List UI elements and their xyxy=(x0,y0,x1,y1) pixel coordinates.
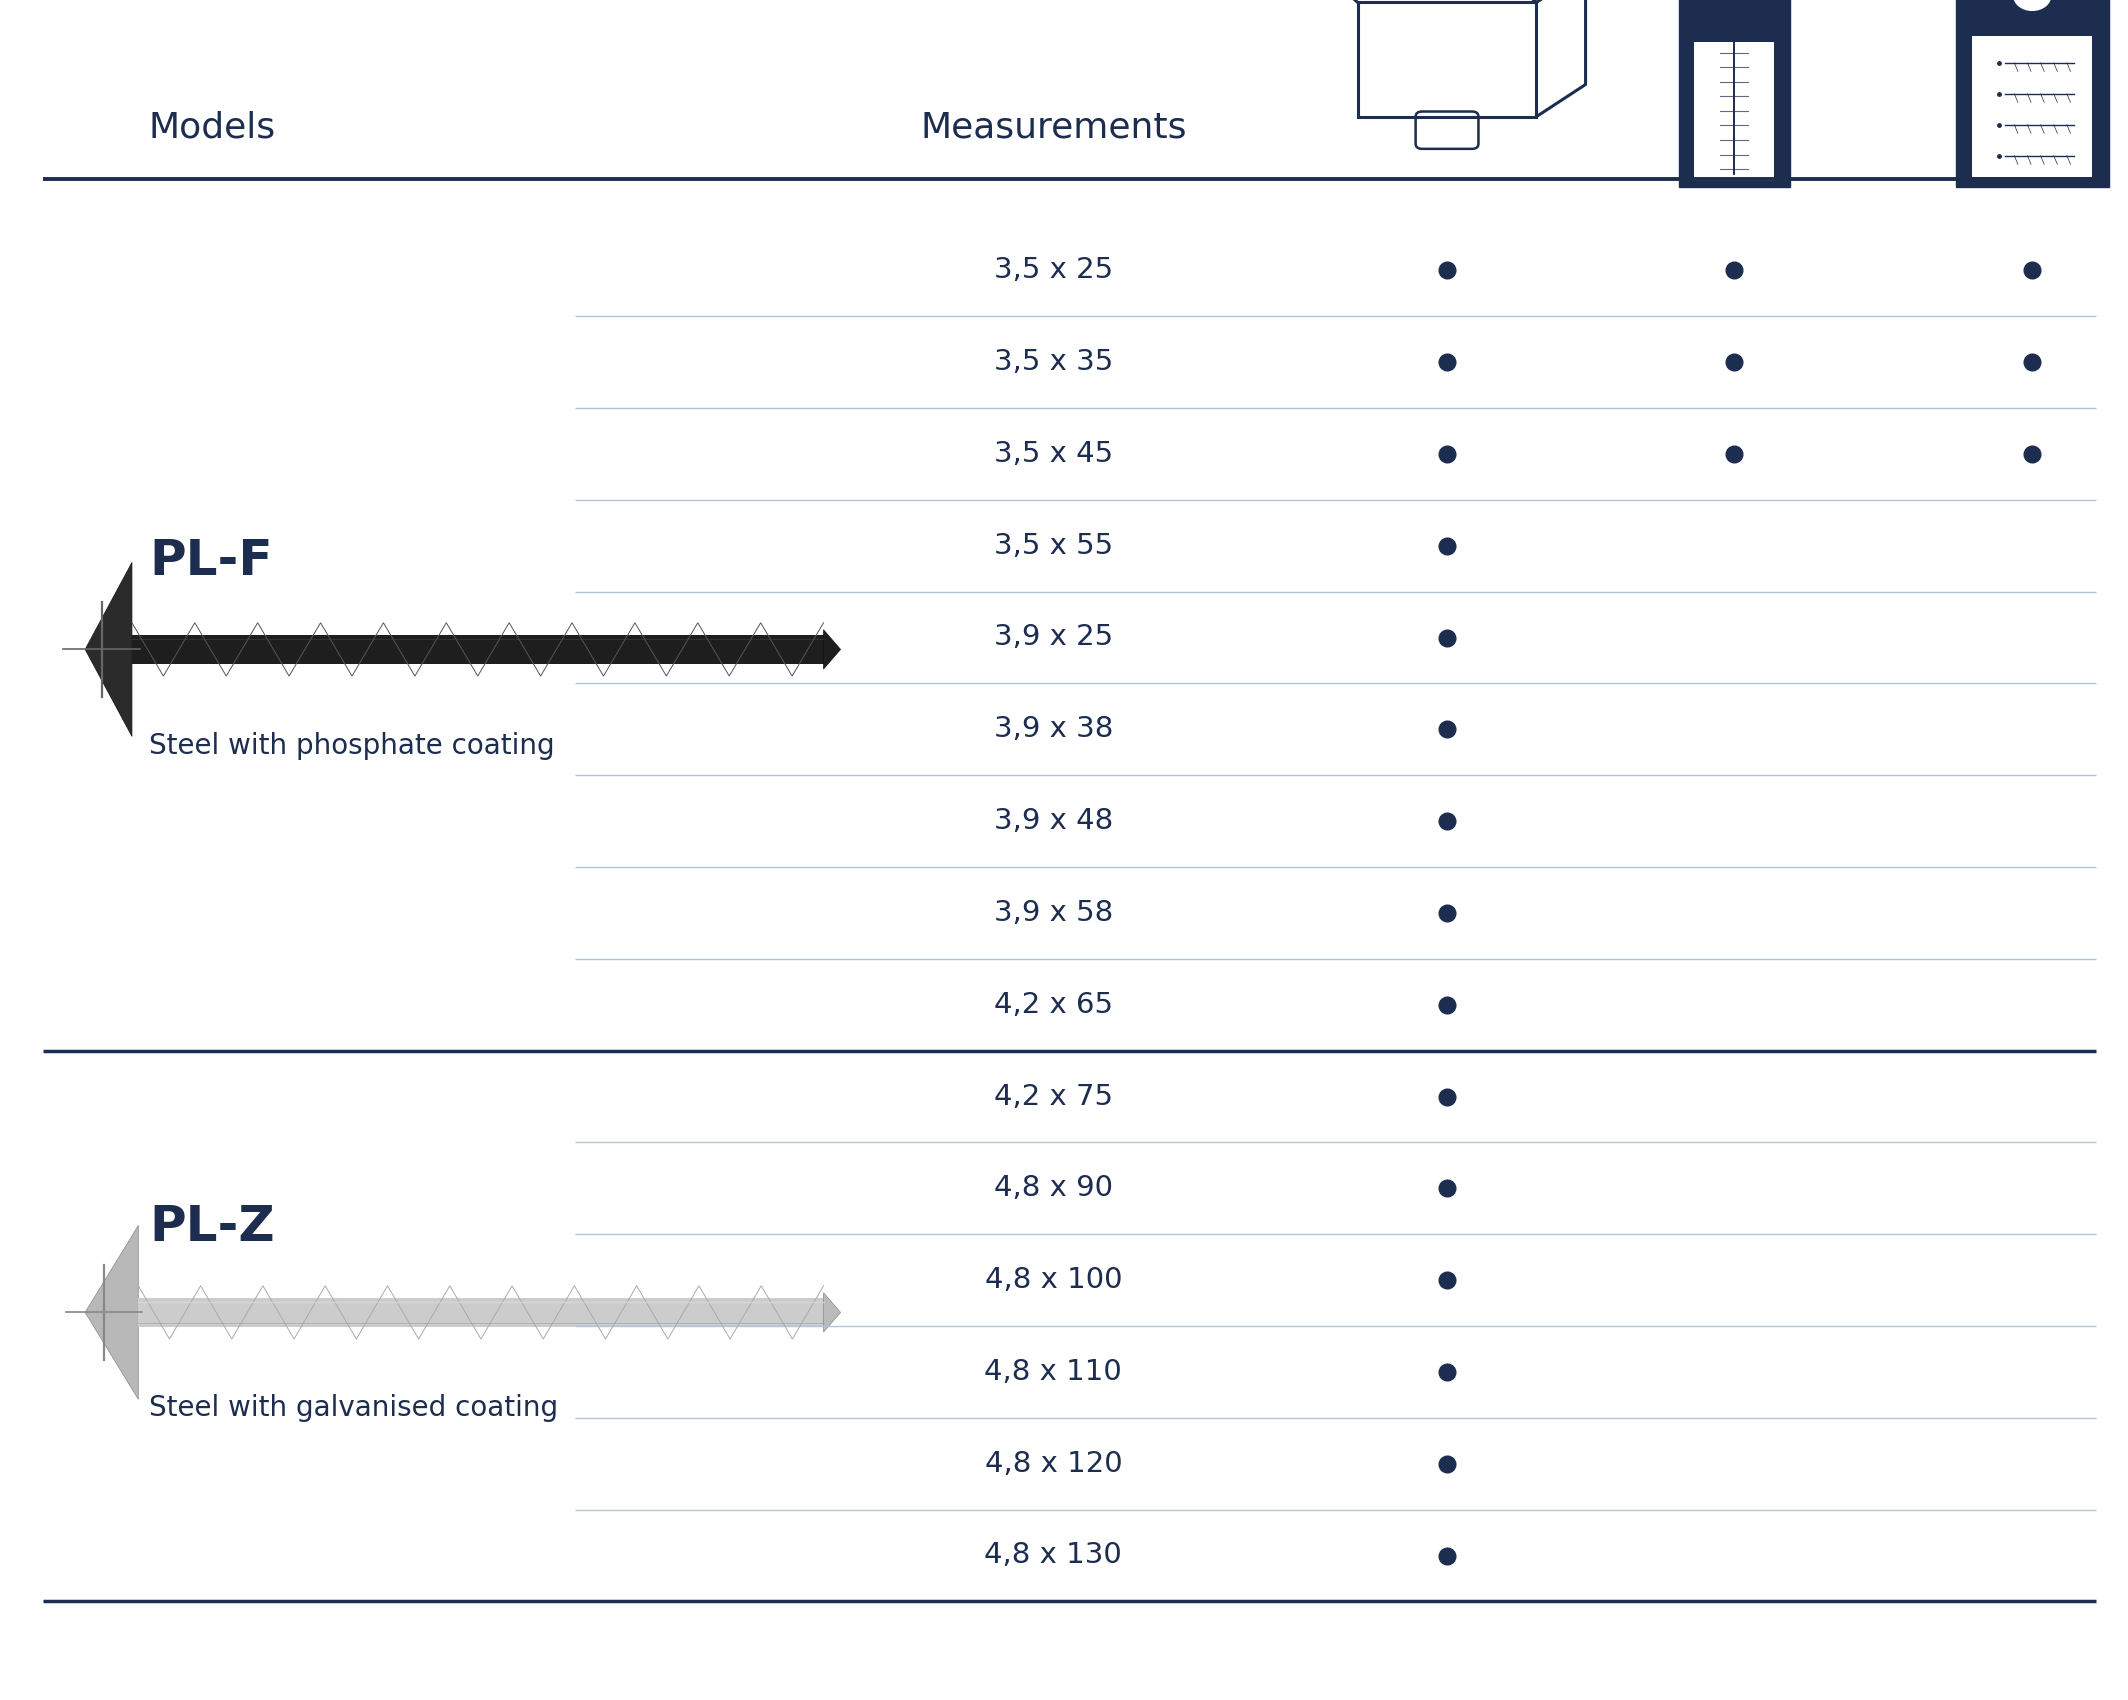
Text: 4,2 x 65: 4,2 x 65 xyxy=(994,991,1113,1018)
FancyBboxPatch shape xyxy=(1973,36,2092,177)
Polygon shape xyxy=(85,563,132,736)
Text: PL-F: PL-F xyxy=(149,537,272,585)
Text: 3,9 x 25: 3,9 x 25 xyxy=(994,624,1113,651)
Polygon shape xyxy=(824,1292,841,1333)
Text: 3,5 x 35: 3,5 x 35 xyxy=(994,348,1113,376)
Text: 3,9 x 38: 3,9 x 38 xyxy=(994,716,1113,743)
FancyBboxPatch shape xyxy=(132,634,824,665)
Polygon shape xyxy=(824,629,841,670)
Text: 4,2 x 75: 4,2 x 75 xyxy=(994,1083,1113,1110)
Text: 3,9 x 58: 3,9 x 58 xyxy=(994,899,1113,927)
Text: 4,8 x 130: 4,8 x 130 xyxy=(985,1542,1121,1569)
Text: Measurements: Measurements xyxy=(919,110,1187,144)
Circle shape xyxy=(2013,0,2051,10)
FancyBboxPatch shape xyxy=(1956,0,2109,187)
Text: 4,8 x 90: 4,8 x 90 xyxy=(994,1175,1113,1202)
FancyBboxPatch shape xyxy=(1679,0,1790,187)
FancyBboxPatch shape xyxy=(1694,42,1775,180)
Text: PL-Z: PL-Z xyxy=(149,1204,275,1251)
Text: Models: Models xyxy=(149,110,277,144)
Text: 3,5 x 25: 3,5 x 25 xyxy=(994,257,1113,284)
Text: 3,5 x 45: 3,5 x 45 xyxy=(994,440,1113,468)
Text: 3,5 x 55: 3,5 x 55 xyxy=(994,532,1113,559)
FancyBboxPatch shape xyxy=(138,1297,824,1328)
Text: 3,9 x 48: 3,9 x 48 xyxy=(994,808,1113,835)
Polygon shape xyxy=(85,1226,138,1399)
Text: 4,8 x 110: 4,8 x 110 xyxy=(985,1358,1121,1386)
Text: Steel with phosphate coating: Steel with phosphate coating xyxy=(149,733,555,760)
Text: 4,8 x 120: 4,8 x 120 xyxy=(985,1450,1121,1477)
Text: Steel with galvanised coating: Steel with galvanised coating xyxy=(149,1394,558,1421)
Text: 4,8 x 100: 4,8 x 100 xyxy=(985,1266,1121,1294)
